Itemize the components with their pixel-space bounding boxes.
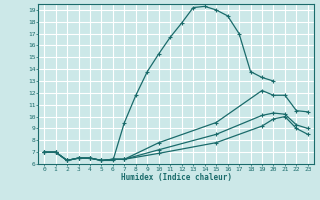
X-axis label: Humidex (Indice chaleur): Humidex (Indice chaleur) [121,173,231,182]
